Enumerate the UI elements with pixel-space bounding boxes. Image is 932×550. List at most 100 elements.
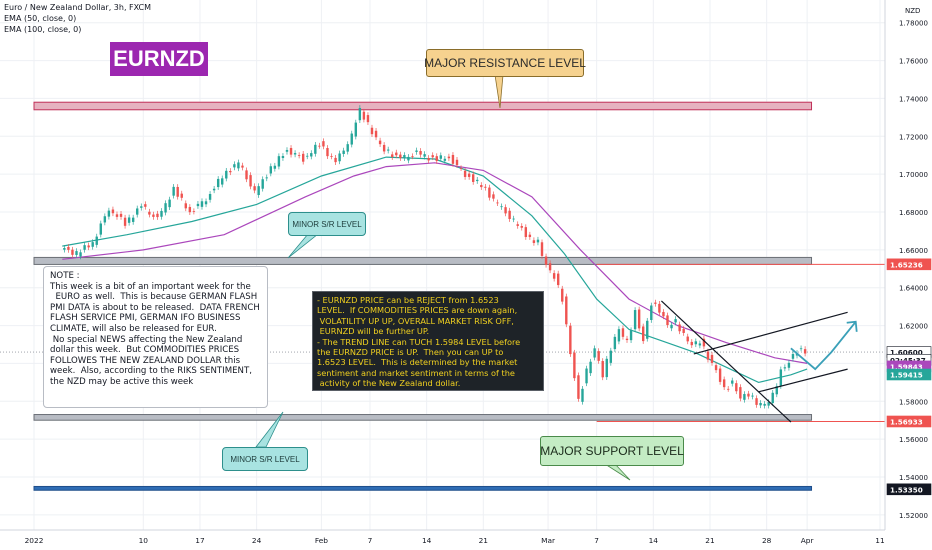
price-candle <box>601 361 604 378</box>
price-candle <box>702 338 706 347</box>
price-candle <box>91 242 94 247</box>
major-support-callout[interactable]: MAJOR SUPPORT LEVEL <box>540 436 684 466</box>
price-candle <box>87 245 90 248</box>
time-tick-label: 2022 <box>25 536 44 545</box>
price-candle <box>646 320 649 339</box>
price-candle <box>471 174 475 182</box>
ema50-legend[interactable]: EMA (50, close, 0) <box>4 14 77 23</box>
price-candle <box>273 165 277 169</box>
price-candle <box>180 193 183 198</box>
price-tick-label: 1.62000 <box>899 323 928 331</box>
price-candle <box>374 130 378 138</box>
price-candle <box>71 249 74 255</box>
price-candle <box>662 311 665 317</box>
time-tick-label: 7 <box>368 536 373 545</box>
price-candle <box>237 162 240 169</box>
price-tick-label: 1.54000 <box>899 474 928 482</box>
price-candle <box>706 351 710 360</box>
price-candle <box>678 324 681 332</box>
price-candle <box>605 358 608 378</box>
price-candle <box>281 156 285 159</box>
price-candle <box>249 175 252 187</box>
analysis-line: - EURNZD PRICE can be REJECT from 1.6523 <box>317 295 499 305</box>
price-candle <box>714 365 718 371</box>
projection-arrow <box>790 321 857 371</box>
price-candle <box>718 368 722 382</box>
price-label-tag <box>886 415 932 428</box>
price-candle <box>338 153 341 162</box>
price-tick-label: 1.78000 <box>899 20 928 28</box>
analysis-line: the EURNZD PRICE is UP. Then you can UP … <box>317 347 504 358</box>
price-candle <box>156 213 159 218</box>
projection-arrowhead <box>846 320 858 332</box>
time-tick-label: 7 <box>594 536 599 545</box>
price-axis-currency: NZD <box>905 7 920 15</box>
price-candle <box>322 141 325 147</box>
price-candle <box>241 165 244 168</box>
price-candle <box>751 395 754 397</box>
note-line: No special NEWS affecting the New Zealan… <box>50 334 243 345</box>
major-resistance-callout[interactable]: MAJOR RESISTANCE LEVEL <box>424 49 586 77</box>
note-line: the NZD may be active this week <box>50 376 194 387</box>
price-candle <box>427 157 430 161</box>
price-tick-label: 1.70000 <box>899 171 928 179</box>
price-candle <box>419 151 422 155</box>
price-label-text: 1.59415 <box>890 371 923 380</box>
note-line: CLIMATE, will also be released for EUR. <box>50 323 217 334</box>
price-candle <box>569 325 572 355</box>
price-candle <box>524 227 528 238</box>
price-candle <box>127 217 131 223</box>
price-tick-label: 1.64000 <box>899 285 928 293</box>
price-candle <box>99 223 102 235</box>
price-candle <box>216 178 220 188</box>
price-tick-label: 1.52000 <box>899 512 928 520</box>
note-line: FLASH SERVICE PMI, GERMAN IFO BUSINESS <box>50 313 241 324</box>
price-candle <box>544 256 548 265</box>
note-line: FOLLOWES THE NEW ZEALAND DOLLAR this <box>50 355 241 366</box>
price-candle <box>447 156 451 159</box>
price-candle <box>565 296 568 325</box>
price-candle <box>196 203 200 207</box>
time-tick-label: 14 <box>649 536 659 545</box>
price-candle <box>528 234 532 238</box>
price-candle <box>399 154 402 159</box>
price-candle <box>443 158 447 161</box>
price-label-text: 1.59843 <box>890 362 923 371</box>
ema100-legend[interactable]: EMA (100, close, 0) <box>4 25 82 34</box>
price-candle <box>642 326 645 342</box>
price-candle <box>403 155 406 159</box>
price-candle <box>269 166 272 174</box>
minor-sr-callout-top[interactable]: MINOR S/R LEVEL <box>288 212 366 236</box>
price-candle <box>435 156 438 161</box>
price-candle <box>508 210 511 220</box>
price-tick-label: 1.66000 <box>899 247 928 255</box>
price-candle <box>75 251 78 255</box>
price-candle <box>589 361 592 374</box>
price-tick-label: 1.68000 <box>899 209 928 217</box>
note-line: PMI DATA is about to be released. DATA F… <box>50 302 260 313</box>
price-candle <box>176 186 179 197</box>
price-candle <box>633 310 637 330</box>
trend-line <box>693 311 848 355</box>
analysis-line: - The TREND LINE can TUCH 1.5984 LEVEL b… <box>317 336 521 347</box>
note-line: week. Also, according to the RIKS SENTIM… <box>50 366 252 377</box>
price-label-text: 1.60600 <box>890 348 923 357</box>
zone-major-support <box>33 485 813 491</box>
price-candle <box>561 288 564 302</box>
analysis-line: sentiment and market sentiment in terms … <box>317 367 515 378</box>
price-candle <box>504 207 507 214</box>
time-tick-label: 28 <box>762 536 772 545</box>
price-candle <box>799 348 803 350</box>
price-candle <box>480 185 483 188</box>
price-candle <box>95 236 98 245</box>
price-candle <box>131 217 135 222</box>
price-candle <box>613 336 617 350</box>
analysis-line: activity of the New Zealand dollar. <box>317 378 461 389</box>
minor-sr-callout-bottom[interactable]: MINOR S/R LEVEL <box>222 447 308 471</box>
analysis-box[interactable]: - EURNZD PRICE can be REJECT from 1.6523… <box>312 291 544 391</box>
note-box[interactable]: NOTE : This week is a bit of an importan… <box>43 266 268 408</box>
price-candle <box>293 153 297 155</box>
price-candle <box>382 144 386 152</box>
price-candle <box>411 156 414 158</box>
price-candle <box>439 155 443 159</box>
